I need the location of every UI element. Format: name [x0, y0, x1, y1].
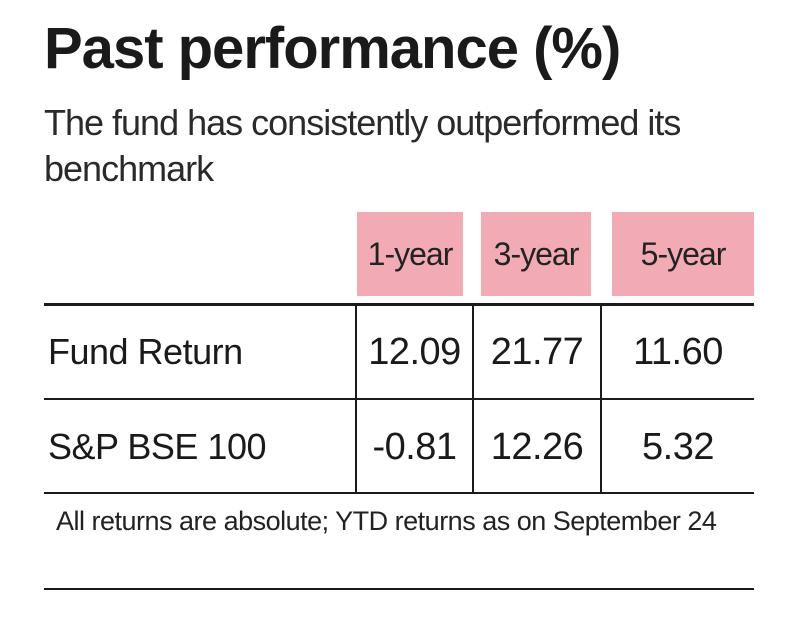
chart-title: Past performance (%) — [44, 16, 621, 81]
footnote: All returns are absolute; YTD returns as… — [56, 506, 717, 536]
row-label-sp-bse-100: S&P BSE 100 — [48, 426, 267, 467]
table-cell: 21.77 — [490, 331, 584, 373]
column-divider — [600, 306, 602, 494]
chart-subtitle: The fund has consistently outperformed i… — [44, 102, 681, 189]
table-cell: 12.09 — [368, 331, 461, 373]
column-divider — [355, 306, 357, 494]
table-cell: -0.81 — [372, 426, 457, 468]
header-rule — [44, 303, 754, 306]
table-cell: 12.26 — [490, 426, 584, 468]
row-label-fund-return: Fund Return — [48, 331, 243, 372]
column-header-1-year: 1-year — [357, 212, 463, 296]
column-divider — [472, 306, 474, 494]
footnote-rule — [44, 588, 754, 590]
table-cell: 11.60 — [633, 331, 723, 373]
row-divider — [44, 398, 754, 400]
table-bottom-rule — [44, 492, 754, 494]
column-header-5-year: 5-year — [612, 212, 754, 296]
column-header-3-year: 3-year — [481, 212, 591, 296]
table-cell: 5.32 — [642, 426, 714, 468]
